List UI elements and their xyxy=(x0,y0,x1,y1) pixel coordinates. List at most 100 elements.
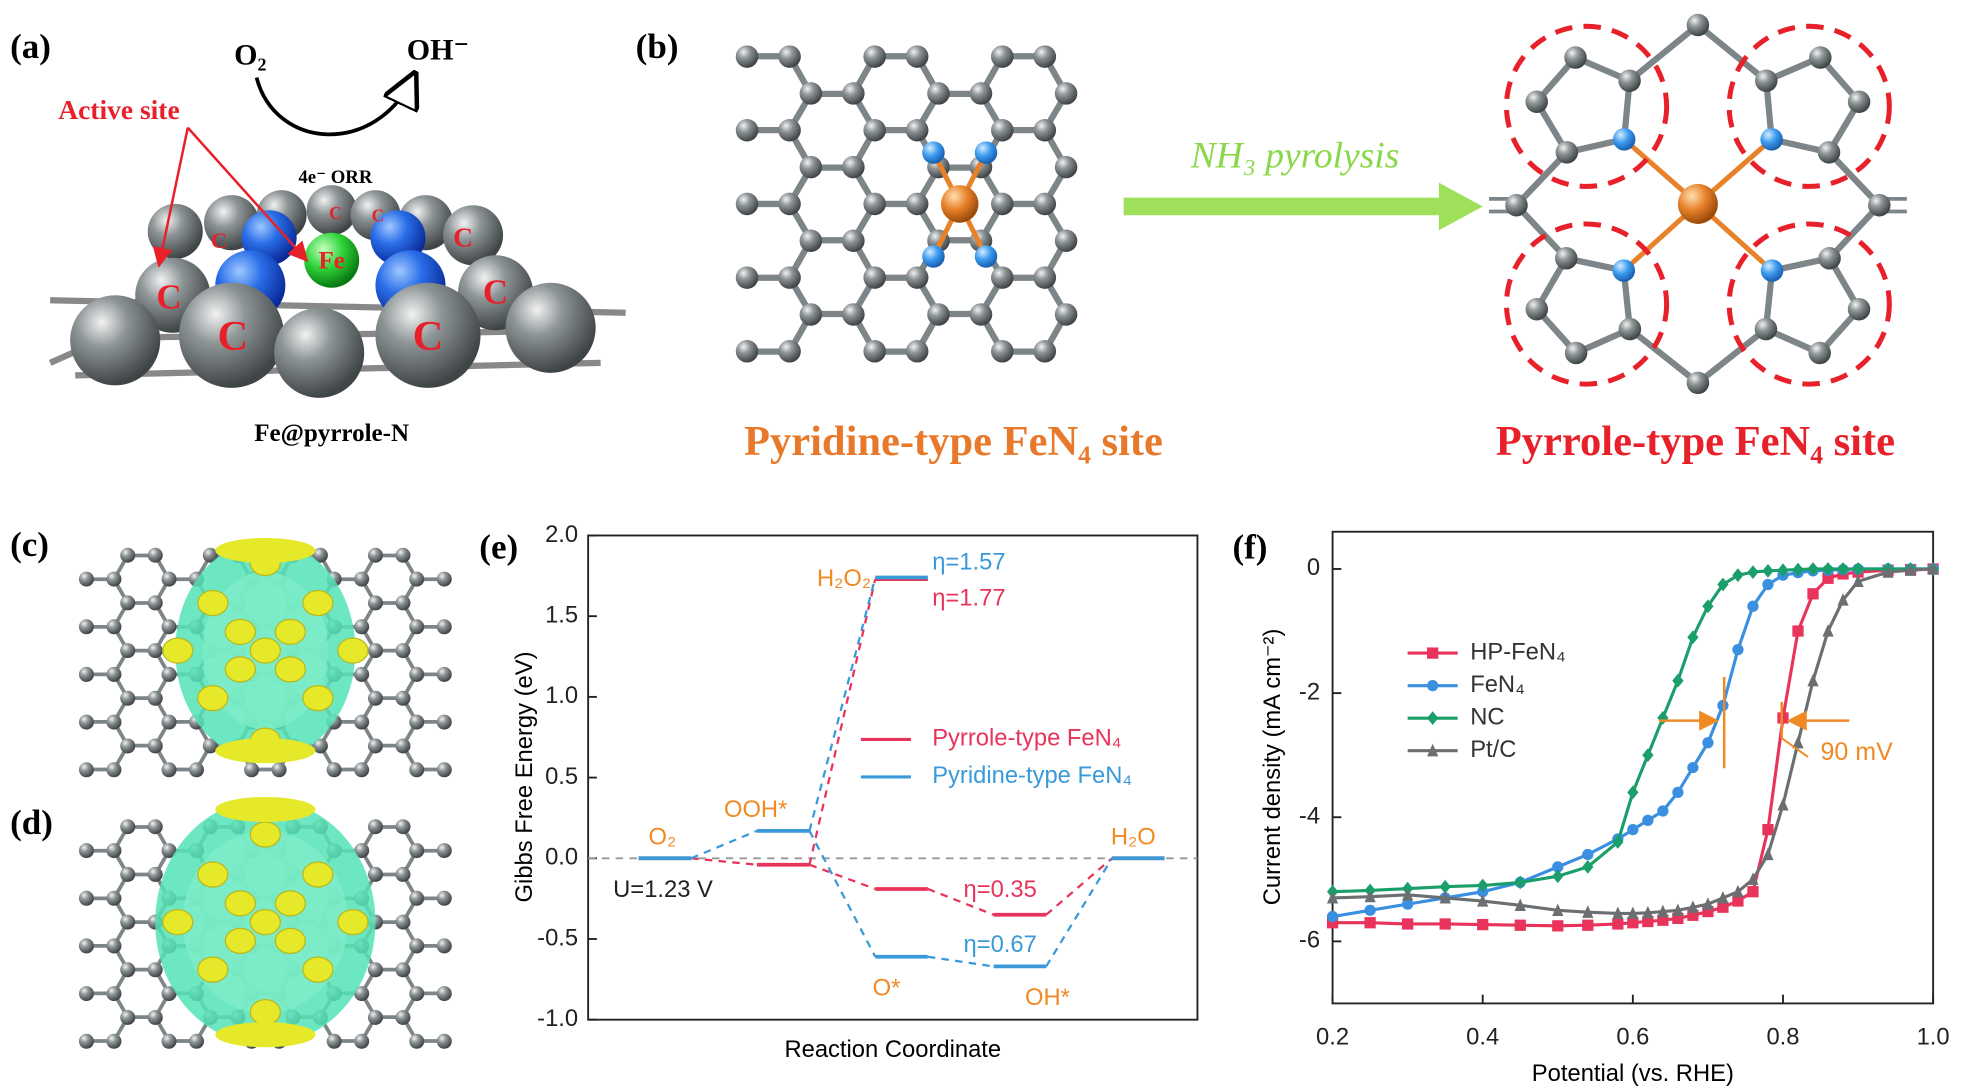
marker xyxy=(1927,562,1939,575)
atom xyxy=(863,192,886,216)
marker xyxy=(1552,869,1564,884)
atom xyxy=(106,843,122,859)
density-lobe xyxy=(249,637,281,664)
atom xyxy=(969,303,993,326)
atom xyxy=(436,938,452,954)
atom xyxy=(735,118,759,142)
y-tick-label: -0.5 xyxy=(537,924,578,951)
annotation: η=0.67 xyxy=(963,931,1036,958)
atom-label: C xyxy=(413,313,444,360)
atom xyxy=(106,714,122,730)
atom xyxy=(863,266,886,289)
marker xyxy=(1702,599,1714,614)
atom xyxy=(799,229,823,253)
y-tick-label: 0.0 xyxy=(545,844,578,871)
marker xyxy=(1732,884,1744,898)
atom xyxy=(1033,266,1057,289)
marker xyxy=(1642,748,1654,763)
atom xyxy=(799,303,823,326)
atom xyxy=(735,192,759,216)
category-label: OOH* xyxy=(724,796,787,823)
marker xyxy=(1642,915,1654,928)
density-lobe xyxy=(215,1022,316,1048)
atom xyxy=(1555,141,1579,164)
density-lobe xyxy=(224,656,256,683)
density-lobe xyxy=(197,589,229,617)
atom xyxy=(409,571,425,587)
density-lobe xyxy=(337,908,369,936)
atom xyxy=(842,229,865,253)
atom xyxy=(436,986,452,1002)
marker xyxy=(1904,563,1917,576)
connector xyxy=(927,887,995,916)
marker xyxy=(1364,904,1376,916)
atom xyxy=(905,266,929,289)
atom xyxy=(905,118,929,142)
marker xyxy=(1477,878,1489,893)
atom xyxy=(271,762,287,778)
density-lobe xyxy=(197,685,229,712)
atom xyxy=(120,819,136,835)
caption: Pyridine-type FeN₄ site xyxy=(744,418,1163,465)
atom xyxy=(1554,247,1578,270)
fe-atom xyxy=(1677,183,1718,224)
atom xyxy=(395,819,411,835)
atom xyxy=(1054,229,1078,253)
category-label: OH* xyxy=(1025,984,1070,1011)
marker xyxy=(1747,600,1759,612)
atom xyxy=(905,45,929,68)
legend-marker xyxy=(1427,711,1439,726)
density-lobe xyxy=(274,656,307,683)
atom xyxy=(1525,90,1548,114)
atom xyxy=(436,890,452,906)
y-tick-label: -6 xyxy=(1299,927,1320,954)
atom xyxy=(244,762,260,778)
atom xyxy=(161,843,177,859)
marker xyxy=(1552,861,1564,873)
atom xyxy=(1817,141,1841,164)
bond xyxy=(1827,203,1882,261)
pointer xyxy=(186,126,309,263)
atom xyxy=(161,714,177,730)
series-line xyxy=(1332,567,1934,928)
marker xyxy=(1852,574,1864,588)
atom xyxy=(991,266,1014,289)
marker xyxy=(1672,786,1684,799)
density-lobe xyxy=(249,908,281,936)
atom xyxy=(1054,303,1078,326)
atom xyxy=(735,340,759,363)
marker xyxy=(1657,914,1669,926)
marker xyxy=(1672,903,1684,916)
atom xyxy=(147,1009,163,1025)
legend-label: NC xyxy=(1470,703,1504,730)
atom xyxy=(274,307,365,398)
fe-atom xyxy=(940,185,979,223)
panel-label: (f) xyxy=(1232,528,1267,567)
atom xyxy=(735,266,759,289)
y-tick-label: -1.0 xyxy=(537,1005,578,1032)
atom xyxy=(106,619,122,635)
marker xyxy=(1762,847,1774,861)
y-tick-label: 1.0 xyxy=(545,682,578,709)
atom xyxy=(120,690,136,706)
highlight-circle xyxy=(1726,23,1892,189)
atom xyxy=(991,340,1014,363)
atom xyxy=(409,890,425,906)
atom xyxy=(326,1033,342,1049)
product: OH⁻ xyxy=(407,33,470,66)
atom xyxy=(78,666,94,682)
atom xyxy=(1505,193,1528,217)
atom xyxy=(147,595,163,611)
panel-label: (a) xyxy=(10,27,51,66)
density-lobe xyxy=(274,618,307,645)
density-lobe xyxy=(197,956,229,983)
atom xyxy=(842,82,865,105)
atom-label: C xyxy=(211,228,227,253)
y-tick-label: 0.5 xyxy=(545,763,578,790)
atom xyxy=(375,282,481,388)
atom xyxy=(161,619,177,635)
marker xyxy=(1837,593,1849,606)
x-tick-label: 0.8 xyxy=(1766,1024,1799,1051)
marker xyxy=(1627,906,1639,920)
legend-label: Pt/C xyxy=(1470,736,1516,763)
